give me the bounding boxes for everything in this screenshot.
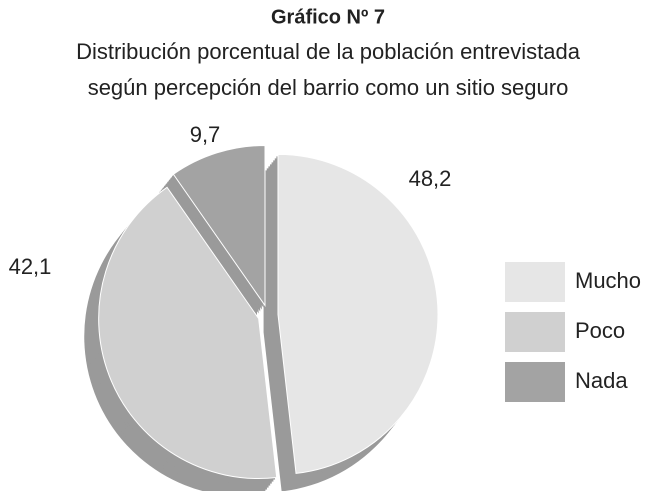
chart-title: Gráfico Nº 7 <box>271 6 385 28</box>
legend-label: Nada <box>575 368 628 393</box>
legend-swatch <box>505 262 565 302</box>
legend-label: Mucho <box>575 268 641 293</box>
slice <box>172 144 266 308</box>
legend-swatch <box>505 362 565 402</box>
chart-subtitle: según percepción del barrio como un siti… <box>88 75 569 100</box>
legend-label: Poco <box>575 318 625 343</box>
legend-swatch <box>505 312 565 352</box>
data-label: 48,2 <box>409 166 452 191</box>
data-label: 9,7 <box>190 122 221 147</box>
slice <box>98 186 278 480</box>
chart-subtitle: Distribución porcentual de la población … <box>76 39 581 64</box>
slice <box>277 153 439 474</box>
data-label: 42,1 <box>9 254 52 279</box>
